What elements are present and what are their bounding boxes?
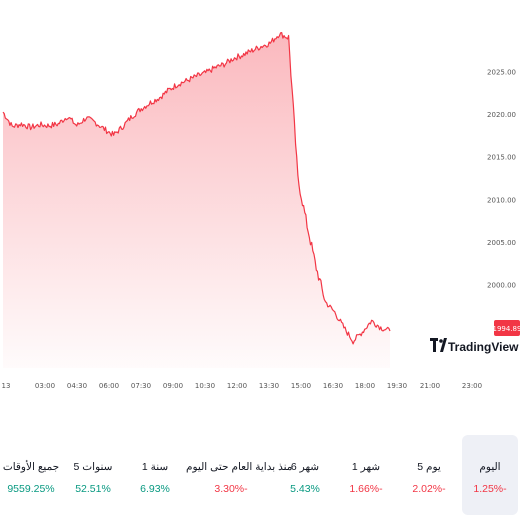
y-tick-label: 2025.00 <box>487 69 516 77</box>
x-tick-label: 13:30 <box>259 382 279 390</box>
x-tick-label: 15:00 <box>291 382 311 390</box>
x-tick-label: 12:00 <box>227 382 247 390</box>
current-price-marker: 1994.89 <box>493 320 520 336</box>
period-ytd[interactable]: منذ بداية العام حتى اليوم 3.30%- <box>186 435 293 515</box>
period-1-year[interactable]: 1 سنة 6.93% <box>124 435 186 515</box>
period-label: منذ بداية العام حتى اليوم <box>186 461 293 473</box>
x-tick-label: 10:30 <box>195 382 215 390</box>
period-value: 1.25%- <box>473 483 507 495</box>
tradingview-logo[interactable]: TradingView <box>430 338 519 354</box>
period-value: 5.43% <box>290 483 320 495</box>
x-tick-label: 21:00 <box>420 382 440 390</box>
period-all-time[interactable]: جميع الأوقات 9559.25% <box>0 435 62 515</box>
current-price-badge <box>494 320 520 336</box>
period-value: 2.02%- <box>412 483 446 495</box>
x-tick-label: 13 <box>2 382 11 390</box>
x-tick-label: 07:30 <box>131 382 151 390</box>
period-value: 1.66%- <box>349 483 383 495</box>
period-5-days[interactable]: 5 يوم 2.02%- <box>398 435 460 515</box>
price-axis: 2025.00 2020.00 2015.00 2010.00 2005.00 2000.… <box>487 69 516 290</box>
performance-periods: جميع الأوقات 9559.25% 5 سنوات 52.51% 1 س… <box>0 435 520 515</box>
x-tick-label: 04:30 <box>67 382 87 390</box>
period-value: 9559.25% <box>7 483 55 495</box>
period-value: 52.51% <box>75 483 111 495</box>
period-6-months[interactable]: 6 شهر 5.43% <box>276 435 334 515</box>
x-tick-label: 16:30 <box>323 382 343 390</box>
period-label: 6 شهر <box>290 461 320 473</box>
y-tick-label: 2020.00 <box>487 111 516 119</box>
y-tick-label: 2005.00 <box>487 239 516 247</box>
period-label: 1 سنة <box>141 461 169 473</box>
x-tick-label: 19:30 <box>387 382 407 390</box>
tradingview-logo-text: TradingView <box>448 340 519 354</box>
period-label: 5 سنوات <box>73 461 113 473</box>
x-tick-label: 03:00 <box>35 382 55 390</box>
period-label: اليوم <box>479 461 501 473</box>
price-line <box>2 32 391 345</box>
y-tick-label: 2000.00 <box>487 282 516 290</box>
period-5-years[interactable]: 5 سنوات 52.51% <box>62 435 124 515</box>
time-axis: 13 03:00 04:30 06:00 07:30 09:00 10:30 12:00 13:… <box>2 382 483 390</box>
period-today[interactable]: اليوم 1.25%- <box>462 435 518 515</box>
price-area-fill <box>3 32 390 368</box>
x-tick-label: 09:00 <box>163 382 183 390</box>
period-label: جميع الأوقات <box>2 461 60 473</box>
current-price-label: 1994.89 <box>493 325 520 333</box>
period-label: 5 يوم <box>417 461 441 473</box>
period-value: 6.93% <box>140 483 170 495</box>
x-tick-label: 06:00 <box>99 382 119 390</box>
period-value: 3.30%- <box>214 483 248 495</box>
period-label: 1 شهر <box>351 461 381 473</box>
y-tick-label: 2015.00 <box>487 154 516 162</box>
x-tick-label: 23:00 <box>462 382 482 390</box>
x-tick-label: 18:00 <box>355 382 375 390</box>
price-chart[interactable]: 2025.00 2020.00 2015.00 2010.00 2005.00 2000.… <box>0 0 520 400</box>
period-1-month[interactable]: 1 شهر 1.66%- <box>334 435 398 515</box>
y-tick-label: 2010.00 <box>487 196 516 204</box>
tradingview-logo-icon <box>430 338 447 352</box>
